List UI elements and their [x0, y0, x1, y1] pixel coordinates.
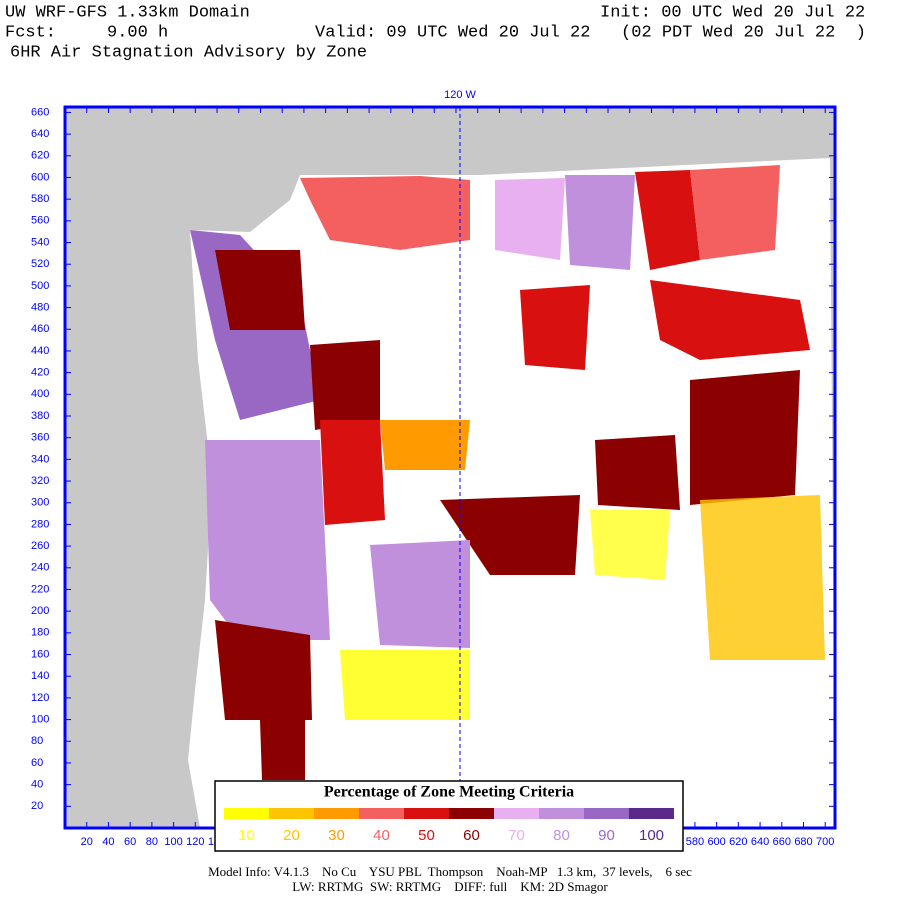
map-area [63, 105, 837, 830]
zone [300, 176, 470, 250]
legend-label: 20 [283, 827, 300, 844]
x-tick-label: 660 [773, 836, 791, 848]
x-tick-label: 600 [707, 836, 725, 848]
legend-label: 70 [508, 827, 525, 844]
legend-label: 90 [598, 827, 615, 844]
y-tick-label: 320 [31, 475, 49, 487]
legend: Percentage of Zone Meeting Criteria 10 20… [214, 780, 684, 852]
domain-title: UW WRF-GFS 1.33km Domain [5, 3, 250, 22]
y-tick-label: 480 [31, 301, 49, 313]
y-tick-label: 620 [31, 150, 49, 162]
y-tick-label: 280 [31, 518, 49, 530]
zone [205, 440, 330, 640]
x-tick-label: 80 [146, 836, 158, 848]
meridian-label: 120 W [444, 89, 476, 101]
y-tick-label: 600 [31, 171, 49, 183]
zone [495, 178, 565, 260]
y-tick-label: 140 [31, 670, 49, 682]
legend-label: 30 [328, 827, 345, 844]
y-tick-label: 100 [31, 713, 49, 725]
x-tick-label: 680 [794, 836, 812, 848]
y-tick-label: 260 [31, 540, 49, 552]
product-title: 6HR Air Stagnation Advisory by Zone [10, 43, 367, 62]
y-tick-label: 220 [31, 583, 49, 595]
legend-swatch [404, 808, 449, 819]
y-tick-label: 200 [31, 605, 49, 617]
legend-label: 100 [639, 827, 664, 844]
legend-swatch [224, 808, 269, 819]
x-tick-label: 700 [816, 836, 834, 848]
y-tick-label: 160 [31, 648, 49, 660]
zone [215, 250, 305, 330]
legend-swatch [359, 808, 404, 819]
zone [690, 370, 800, 505]
x-tick-label: 100 [164, 836, 182, 848]
y-tick-label: 580 [31, 193, 49, 205]
legend-swatch [494, 808, 539, 819]
x-tick-label: 60 [124, 836, 136, 848]
legend-swatch [314, 808, 359, 819]
y-tick-label: 400 [31, 388, 49, 400]
init-time: Init: 00 UTC Wed 20 Jul 22 [600, 3, 865, 22]
x-tick-label: 20 [81, 836, 93, 848]
y-tick-label: 440 [31, 345, 49, 357]
y-tick-label: 340 [31, 453, 49, 465]
y-tick-label: 240 [31, 562, 49, 574]
y-tick-label: 380 [31, 410, 49, 422]
zone [215, 620, 312, 720]
legend-swatch [449, 808, 494, 819]
y-tick-label: 540 [31, 236, 49, 248]
y-tick-label: 120 [31, 692, 49, 704]
legend-label: 50 [418, 827, 435, 844]
x-tick-label: 580 [686, 836, 704, 848]
zone [690, 165, 780, 260]
zone [700, 495, 825, 660]
forecast-hour: Fcst: 9.00 h [5, 23, 168, 42]
y-tick-label: 180 [31, 627, 49, 639]
x-tick-label: 620 [729, 836, 747, 848]
footer-line: Model Info: V4.1.3 No Cu YSU PBL Thompso… [208, 864, 692, 879]
zone [370, 540, 470, 648]
zone [565, 175, 635, 270]
x-tick-label: 40 [102, 836, 114, 848]
y-tick-label: 520 [31, 258, 49, 270]
legend-swatch [539, 808, 584, 819]
zone [320, 420, 385, 525]
y-tick-label: 360 [31, 432, 49, 444]
zone [440, 495, 580, 575]
y-tick-label: 60 [31, 757, 43, 769]
legend-swatch [629, 808, 674, 819]
y-tick-label: 560 [31, 215, 49, 227]
y-tick-label: 80 [31, 735, 43, 747]
zone [310, 340, 380, 430]
y-tick-label: 500 [31, 280, 49, 292]
zone [260, 720, 305, 780]
zone [520, 285, 590, 370]
y-tick-label: 300 [31, 497, 49, 509]
x-tick-label: 640 [751, 836, 769, 848]
footer-line: LW: RRTMG SW: RRTMG DIFF: full KM: 2D Sm… [292, 879, 608, 894]
zone [595, 435, 680, 510]
zone [590, 510, 670, 580]
legend-label: 60 [463, 827, 480, 844]
legend-swatch [269, 808, 314, 819]
zone [380, 420, 470, 470]
zone [635, 170, 700, 270]
legend-label: 40 [373, 827, 390, 844]
y-tick-label: 460 [31, 323, 49, 335]
y-tick-label: 640 [31, 128, 49, 140]
valid-time: Valid: 09 UTC Wed 20 Jul 22 (02 PDT Wed … [315, 23, 866, 42]
x-tick-label: 120 [186, 836, 204, 848]
legend-label: 10 [238, 827, 255, 844]
legend-label: 80 [553, 827, 570, 844]
legend-swatch [584, 808, 629, 819]
y-tick-label: 420 [31, 367, 49, 379]
y-tick-label: 20 [31, 800, 43, 812]
y-tick-label: 40 [31, 779, 43, 791]
zone [340, 650, 470, 720]
legend-title: Percentage of Zone Meeting Criteria [324, 784, 574, 801]
y-tick-label: 660 [31, 106, 49, 118]
zone [650, 280, 810, 360]
